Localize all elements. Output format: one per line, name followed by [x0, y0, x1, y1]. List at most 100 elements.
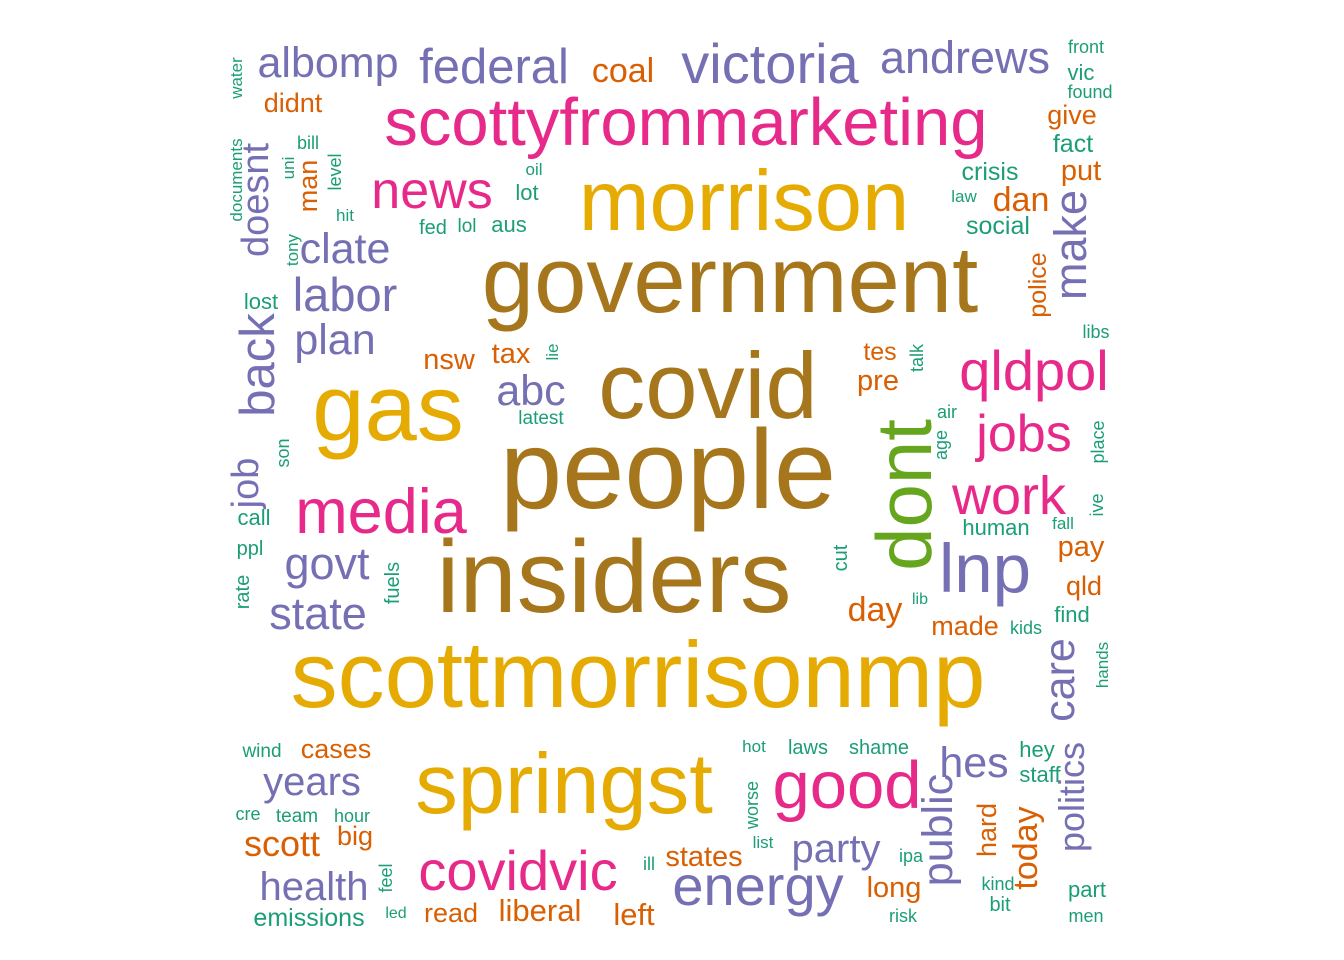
word-ive: ive	[1087, 493, 1107, 516]
word-crisis: crisis	[962, 158, 1019, 186]
word-lib: lib	[912, 591, 928, 608]
word-talk: talk	[907, 343, 927, 372]
word-uni: uni	[279, 157, 298, 180]
word-dan: dan	[993, 181, 1050, 219]
word-made: made	[931, 611, 999, 641]
word-lie: lie	[543, 343, 562, 360]
word-media: media	[295, 477, 468, 547]
word-govt: govt	[284, 538, 370, 589]
word-good: good	[772, 748, 921, 823]
word-nsw: nsw	[423, 344, 476, 376]
word-party: party	[792, 827, 881, 871]
word-covid: covid	[598, 333, 817, 438]
word-tes: tes	[863, 338, 896, 366]
word-liberal: liberal	[499, 893, 582, 928]
word-andrews: andrews	[880, 32, 1050, 83]
word-place: place	[1088, 420, 1108, 463]
word-fuels: fuels	[382, 562, 404, 604]
word-states: states	[665, 841, 742, 873]
word-age: age	[931, 430, 951, 460]
word-coal: coal	[592, 52, 654, 90]
word-risk: risk	[889, 906, 918, 926]
word-jobs: jobs	[974, 405, 1071, 463]
word-oil: oil	[525, 160, 542, 179]
word-make: make	[1045, 190, 1096, 300]
word-man: man	[293, 160, 323, 213]
word-led: led	[385, 905, 406, 922]
word-doesnt: doesnt	[235, 143, 277, 258]
word-abc: abc	[496, 367, 565, 415]
word-list: list	[753, 833, 774, 852]
word-long: long	[867, 872, 922, 904]
word-albomp: albomp	[257, 39, 398, 87]
word-hands: hands	[1093, 642, 1112, 688]
word-worse: worse	[742, 781, 762, 830]
word-care: care	[1036, 638, 1084, 722]
word-rate: rate	[232, 575, 254, 609]
word-social: social	[966, 212, 1030, 240]
word-fed: fed	[419, 217, 447, 239]
word-cre: cre	[235, 804, 260, 824]
word-shame: shame	[849, 737, 909, 759]
word-put: put	[1061, 155, 1101, 187]
word-lot: lot	[515, 180, 538, 205]
word-victoria: victoria	[681, 32, 859, 95]
word-left: left	[613, 897, 655, 932]
word-ipa: ipa	[899, 846, 924, 866]
word-politics: politics	[1051, 742, 1092, 852]
word-years: years	[263, 760, 361, 804]
word-human: human	[962, 515, 1029, 540]
word-latest: latest	[518, 408, 564, 429]
word-people: people	[500, 407, 836, 532]
word-government: government	[482, 227, 978, 332]
word-emissions: emissions	[253, 904, 364, 932]
word-feel: feel	[376, 863, 396, 892]
word-staff: staff	[1019, 762, 1061, 787]
word-ppl: ppl	[237, 538, 264, 560]
word-call: call	[237, 505, 270, 530]
word-documents: documents	[227, 138, 246, 221]
word-hot: hot	[742, 737, 766, 756]
word-hour: hour	[334, 806, 370, 826]
word-wind: wind	[241, 741, 281, 762]
word-energy: energy	[672, 854, 843, 917]
word-lol: lol	[457, 216, 476, 237]
word-lost: lost	[244, 289, 278, 314]
word-scottyfrommarketing: scottyfrommarketing	[384, 85, 987, 160]
word-kind: kind	[981, 874, 1014, 894]
word-aus: aus	[491, 212, 526, 237]
word-kids: kids	[1010, 618, 1042, 638]
word-plan: plan	[294, 316, 375, 364]
word-dont: dont	[860, 419, 948, 571]
word-water: water	[227, 57, 246, 100]
word-springst: springst	[415, 737, 713, 832]
word-health: health	[260, 865, 369, 909]
word-pre: pre	[857, 365, 899, 397]
word-found: found	[1067, 82, 1112, 102]
word-covidvic: covidvic	[418, 839, 617, 902]
word-air: air	[937, 402, 957, 422]
word-hard: hard	[972, 803, 1002, 857]
word-give: give	[1047, 100, 1097, 130]
word-insiders: insiders	[437, 519, 792, 634]
word-fact: fact	[1053, 130, 1093, 158]
word-federal: federal	[419, 40, 569, 94]
word-work: work	[951, 466, 1067, 526]
word-scottmorrisonmp: scottmorrisonmp	[291, 622, 986, 727]
word-level: level	[325, 153, 345, 190]
word-lnp: lnp	[939, 530, 1031, 607]
word-read: read	[424, 898, 478, 928]
word-clate: clate	[300, 225, 391, 273]
word-part: part	[1068, 877, 1106, 902]
word-police: police	[1024, 252, 1052, 317]
word-ill: ill	[643, 854, 655, 874]
word-cases: cases	[301, 734, 372, 764]
word-hes: hes	[939, 739, 1008, 787]
word-didnt: didnt	[264, 88, 323, 118]
word-bill: bill	[297, 133, 319, 153]
word-tax: tax	[492, 338, 531, 370]
word-pay: pay	[1058, 531, 1105, 563]
